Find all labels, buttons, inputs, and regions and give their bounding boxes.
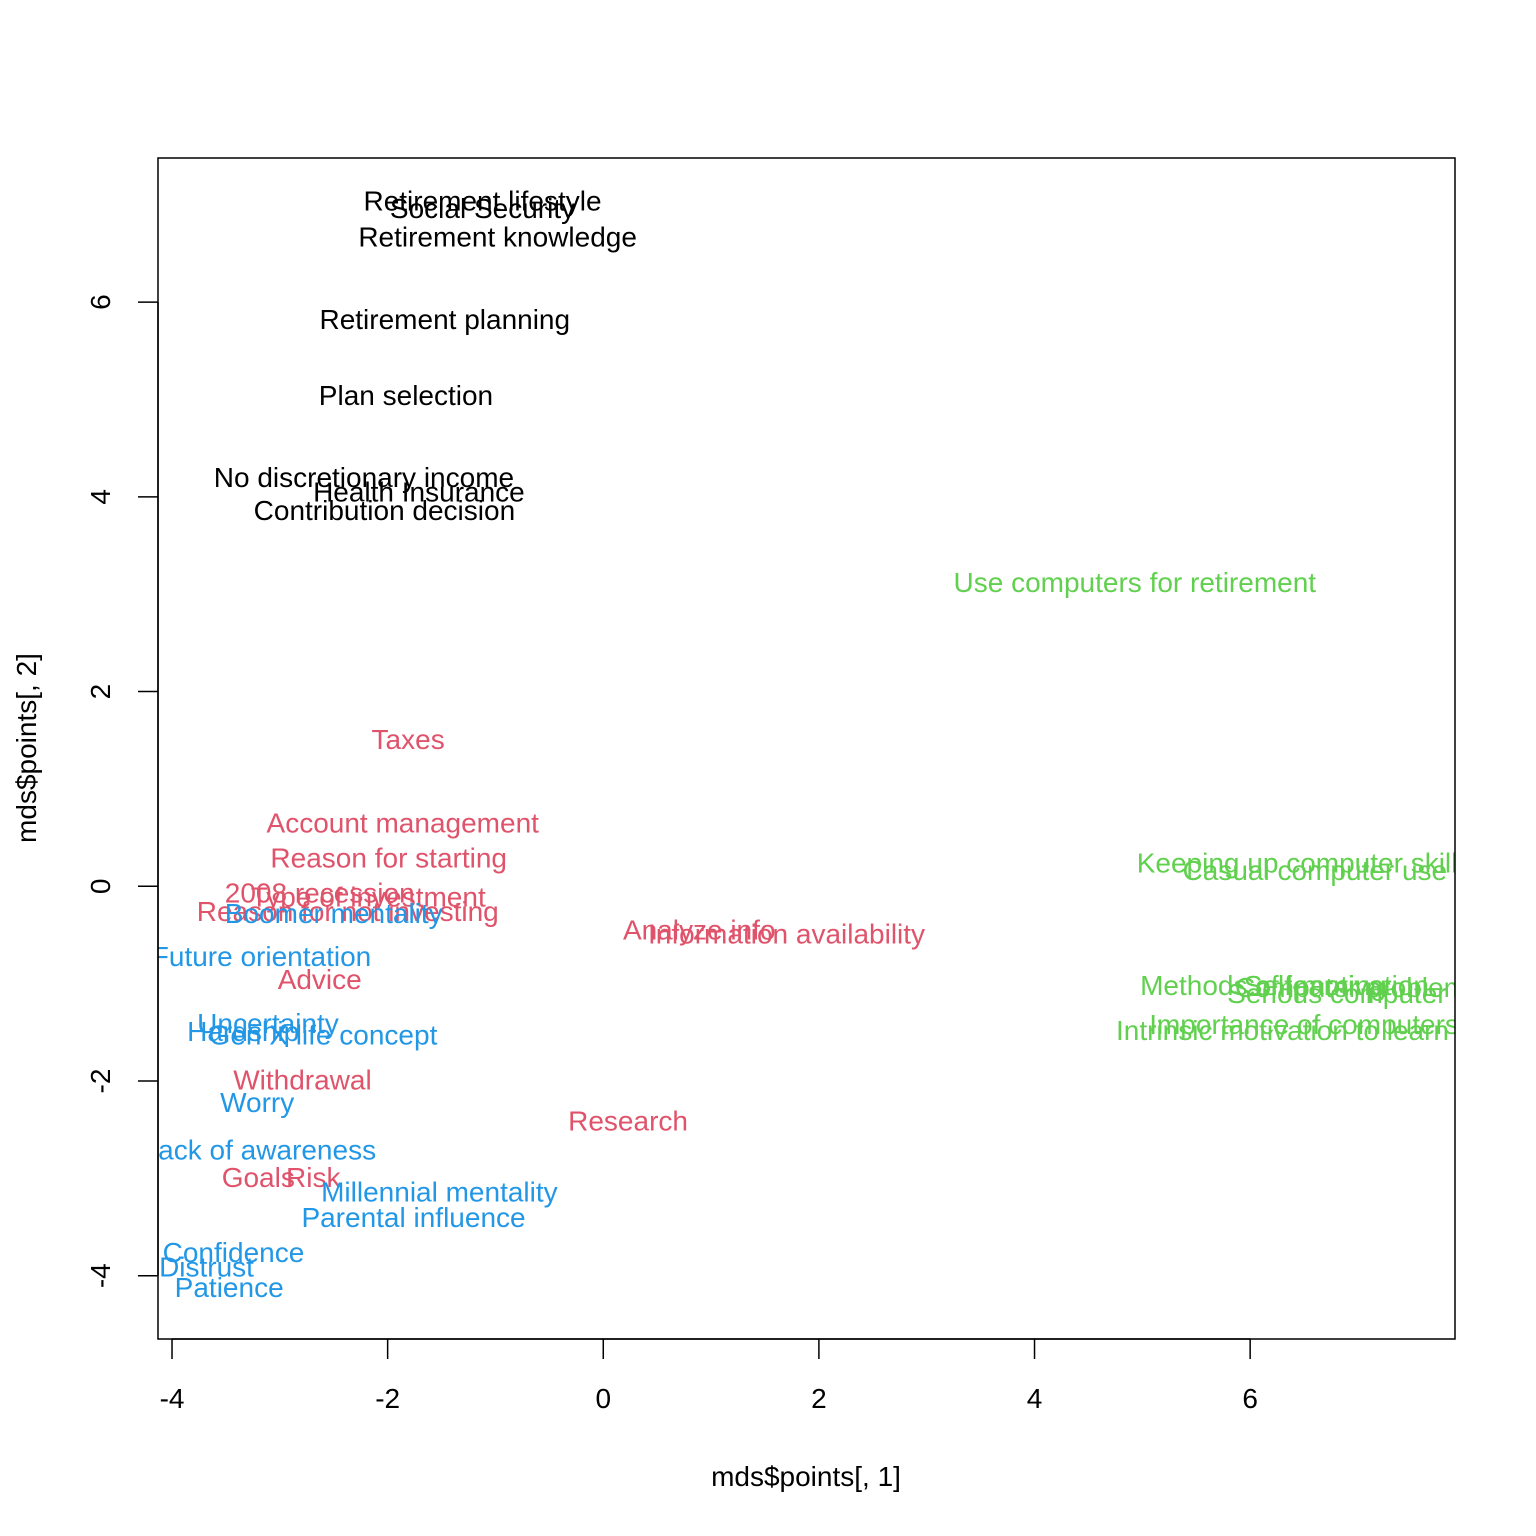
point-label: Reason for starting [270,843,507,874]
y-tick-label: -4 [85,1263,116,1288]
x-axis: -4 -2 0 2 4 6 [160,1338,1258,1414]
point-label: Type of investment [251,881,486,912]
x-tick-label: 4 [1027,1383,1043,1414]
point-label: Millennial mentality [321,1176,558,1207]
point-label: 2008 recession [225,878,415,909]
point-label: Health Insurance [313,476,525,507]
point-label: No discretionary income [214,462,514,493]
point-label: Analyze info [623,915,776,946]
x-tick-label: 2 [811,1383,827,1414]
x-tick-label: -2 [375,1383,400,1414]
point-label: Retirement lifestyle [363,185,601,216]
point-label: Taxes [372,724,445,755]
point-label: Distrust [159,1251,254,1282]
point-label: Gen X life concept [209,1020,438,1051]
point-label: Methods of learning [1140,970,1386,1001]
point-label: Hardship [187,1016,299,1047]
point-label: Patience [175,1272,284,1303]
point-label: Information availability [648,918,925,949]
point-label: Keeping up computer skills [1137,847,1472,878]
point-label: Contribution decision [254,495,516,526]
point-label: Advice [278,964,362,995]
point-label: Computer problems [1235,972,1481,1003]
point-label: Boomer mentality [225,898,443,929]
x-axis-title: mds$points[, 1] [711,1461,901,1492]
point-label: Account management [267,807,540,838]
y-axis: -4 -2 0 2 4 6 [85,294,159,1288]
point-label: Reason for not investing [197,896,499,927]
point-label: Uncertainty [197,1008,339,1039]
point-label: Retirement knowledge [358,221,637,252]
point-label: Casual computer use [1183,855,1448,886]
point-label: Intrinsic motivation to learn [1116,1015,1449,1046]
y-tick-label: 6 [85,294,116,310]
y-tick-label: 0 [85,878,116,894]
y-tick-label: -2 [85,1069,116,1094]
point-label: Research [568,1105,688,1136]
point-label: Serious computer use [1227,978,1499,1009]
point-label: Worry [220,1087,294,1118]
point-label: Retirement planning [319,304,570,335]
point-label: Use computers for retirement [954,567,1317,598]
point-label: Parental influence [301,1202,525,1233]
x-tick-label: -4 [160,1383,185,1414]
y-axis-title: mds$points[, 2] [11,653,42,843]
point-label: Goals [222,1162,295,1193]
point-label: Social Security [390,193,575,224]
y-tick-label: 2 [85,684,116,700]
point-label: Future orientation [152,941,371,972]
y-tick-label: 4 [85,489,116,505]
point-label: Plan selection [319,380,493,411]
point-label: Lack of awareness [143,1135,376,1166]
point-label: Withdrawal [233,1065,371,1096]
point-label: Confidence [163,1237,305,1268]
point-label: Risk [286,1162,341,1193]
point-label: Self-motivation [1244,970,1429,1001]
point-label: Importance of computers [1149,1009,1459,1040]
x-tick-label: 0 [595,1383,611,1414]
x-tick-label: 6 [1242,1383,1258,1414]
